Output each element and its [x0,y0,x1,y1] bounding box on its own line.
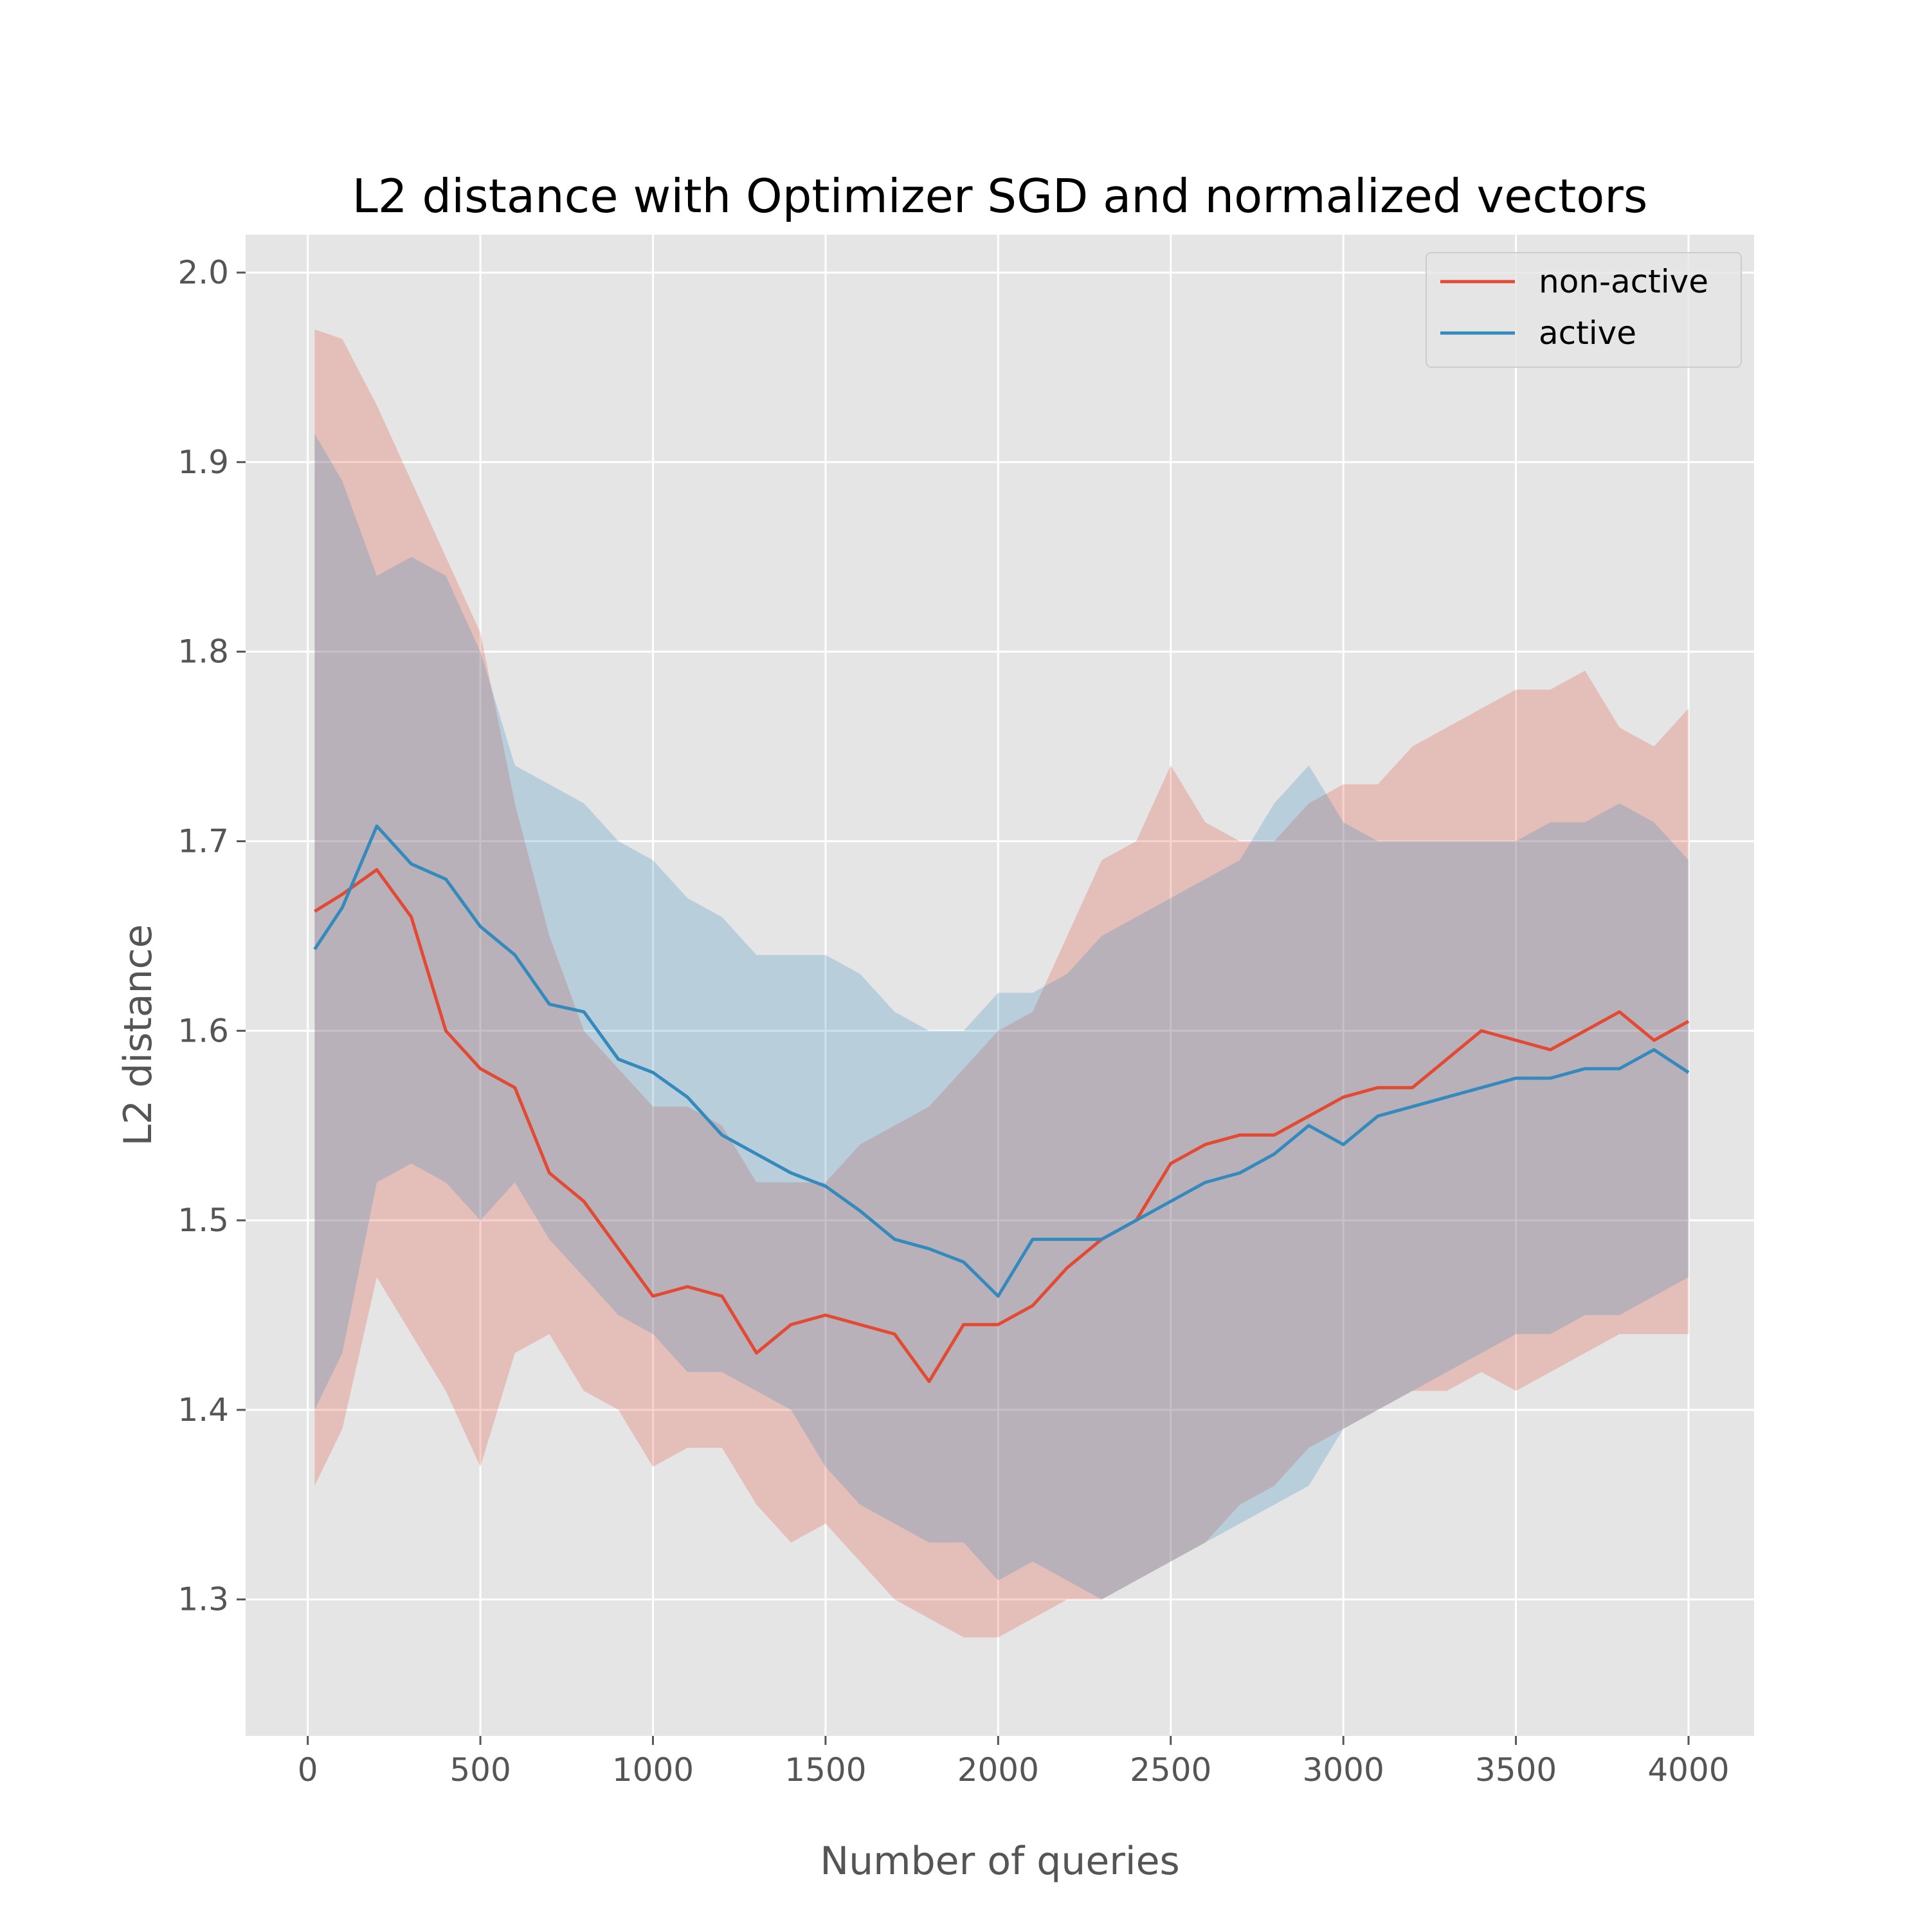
confidence-bands [314,329,1689,1638]
series-lines [313,824,1690,1384]
x-axis-ticks: 0 500 1000 1500 2000 2500 3000 3500 4000 [298,1736,1730,1789]
x-tick-label: 2500 [1130,1751,1211,1789]
y-tick-label: 1.3 [177,1581,229,1618]
y-tick-label: 2.0 [177,254,229,291]
x-tick-label: 4000 [1647,1751,1729,1789]
y-tick-label: 1.5 [177,1202,229,1239]
legend-label-active: active [1539,314,1636,352]
y-tick-label: 1.7 [177,822,229,860]
x-tick-label: 2000 [957,1751,1039,1789]
active-line [313,824,1690,1298]
active-band [314,433,1689,1600]
y-tick-label: 1.9 [177,444,229,481]
legend: non-active active [1426,252,1742,368]
x-tick-label: 1000 [612,1751,694,1789]
y-axis-label: L2 distance [116,925,161,1146]
legend-label-non-active: non-active [1539,263,1708,300]
x-tick-label: 3500 [1475,1751,1557,1789]
plot-area [246,235,1754,1736]
x-tick-label: 500 [449,1751,511,1789]
y-tick-label: 1.4 [177,1391,229,1429]
non-active-line [314,868,1690,1384]
y-tick-label: 1.6 [177,1012,229,1049]
non-active-band [314,329,1689,1638]
chart-title: L2 distance with Optimizer SGD and norma… [352,169,1648,223]
x-tick-label: 0 [298,1751,318,1789]
y-axis-ticks: 1.3 1.4 1.5 1.6 1.7 1.8 1.9 2.0 [177,254,246,1618]
x-axis-label: Number of queries [820,1839,1180,1884]
y-tick-label: 1.8 [177,633,229,671]
x-tick-label: 3000 [1303,1751,1384,1789]
x-tick-label: 1500 [784,1751,866,1789]
